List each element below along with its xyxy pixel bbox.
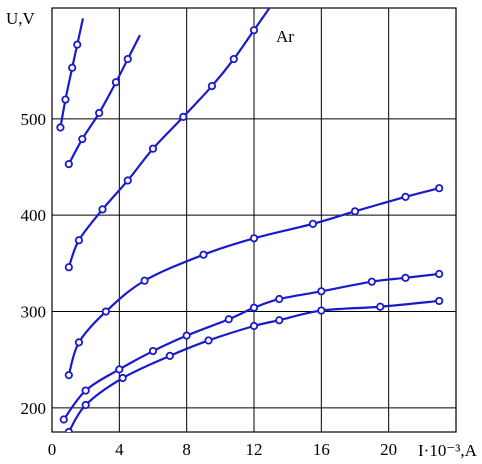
- gas-annotation: Ar: [276, 27, 294, 46]
- data-point: [111, 78, 121, 87]
- data-point: [204, 336, 213, 345]
- data-point: [401, 192, 410, 201]
- data-point: [81, 400, 90, 410]
- data-point: [74, 236, 84, 245]
- data-point: [376, 302, 385, 311]
- grid: [51, 7, 457, 433]
- data-point: [118, 373, 127, 383]
- data-point: [123, 54, 132, 64]
- data-point: [199, 250, 208, 259]
- data-point: [74, 338, 84, 347]
- data-point: [101, 307, 110, 316]
- data-point: [115, 365, 124, 374]
- series-line-2: [67, 34, 141, 166]
- y-tick-label: 400: [21, 206, 47, 225]
- data-point: [64, 427, 73, 432]
- series-line-5: [62, 272, 441, 421]
- x-tick-label: 4: [115, 440, 124, 459]
- data-point: [148, 346, 158, 356]
- x-tick-label: 8: [182, 440, 191, 459]
- x-tick-label: 12: [246, 440, 263, 459]
- data-point: [435, 184, 444, 193]
- data-point: [123, 176, 132, 185]
- data-point: [78, 134, 87, 144]
- data-point: [68, 63, 77, 72]
- data-point: [317, 287, 326, 296]
- data-point: [179, 112, 188, 121]
- data-point: [140, 276, 149, 285]
- data-point: [401, 273, 410, 282]
- y-axis-label: U,V: [6, 9, 36, 28]
- data-point: [367, 277, 376, 286]
- x-tick-label: 16: [313, 440, 330, 459]
- data-point: [249, 26, 259, 35]
- data-point: [249, 321, 259, 331]
- data-point: [98, 205, 107, 214]
- data-point: [81, 386, 90, 395]
- data-point: [148, 144, 158, 153]
- y-tick-label: 200: [21, 399, 47, 418]
- x-axis-label: I·10⁻³,A: [418, 441, 478, 460]
- data-point: [56, 123, 65, 132]
- data-point: [61, 95, 70, 104]
- data-point: [350, 207, 360, 216]
- data-point: [435, 296, 444, 306]
- series-line-1: [59, 18, 84, 129]
- data-point: [64, 371, 73, 380]
- data-point: [64, 263, 73, 272]
- data-point: [207, 81, 217, 91]
- data-point: [249, 303, 259, 312]
- data-point: [95, 108, 104, 118]
- data-point: [435, 269, 444, 279]
- data-point: [182, 331, 191, 340]
- series-line-6: [67, 299, 441, 432]
- tick-labels: 0 4 8 12 16 20 200 300 400 500: [21, 110, 398, 459]
- data-point: [229, 54, 238, 64]
- data-point: [275, 294, 284, 304]
- data-point: [64, 160, 73, 169]
- data-point: [73, 40, 82, 49]
- data-point: [224, 315, 233, 324]
- y-tick-label: 500: [21, 110, 47, 129]
- x-tick-label: 0: [48, 440, 57, 459]
- y-tick-label: 300: [21, 303, 47, 322]
- data-point: [317, 306, 326, 315]
- data-point: [249, 234, 259, 243]
- data-point: [275, 316, 284, 325]
- series-layer: [56, 8, 444, 432]
- series-line-3: [67, 8, 270, 269]
- series-line-4: [67, 187, 441, 377]
- data-point: [59, 415, 68, 424]
- x-tick-label: 20: [380, 440, 397, 459]
- data-point: [308, 219, 318, 228]
- data-point: [165, 351, 174, 360]
